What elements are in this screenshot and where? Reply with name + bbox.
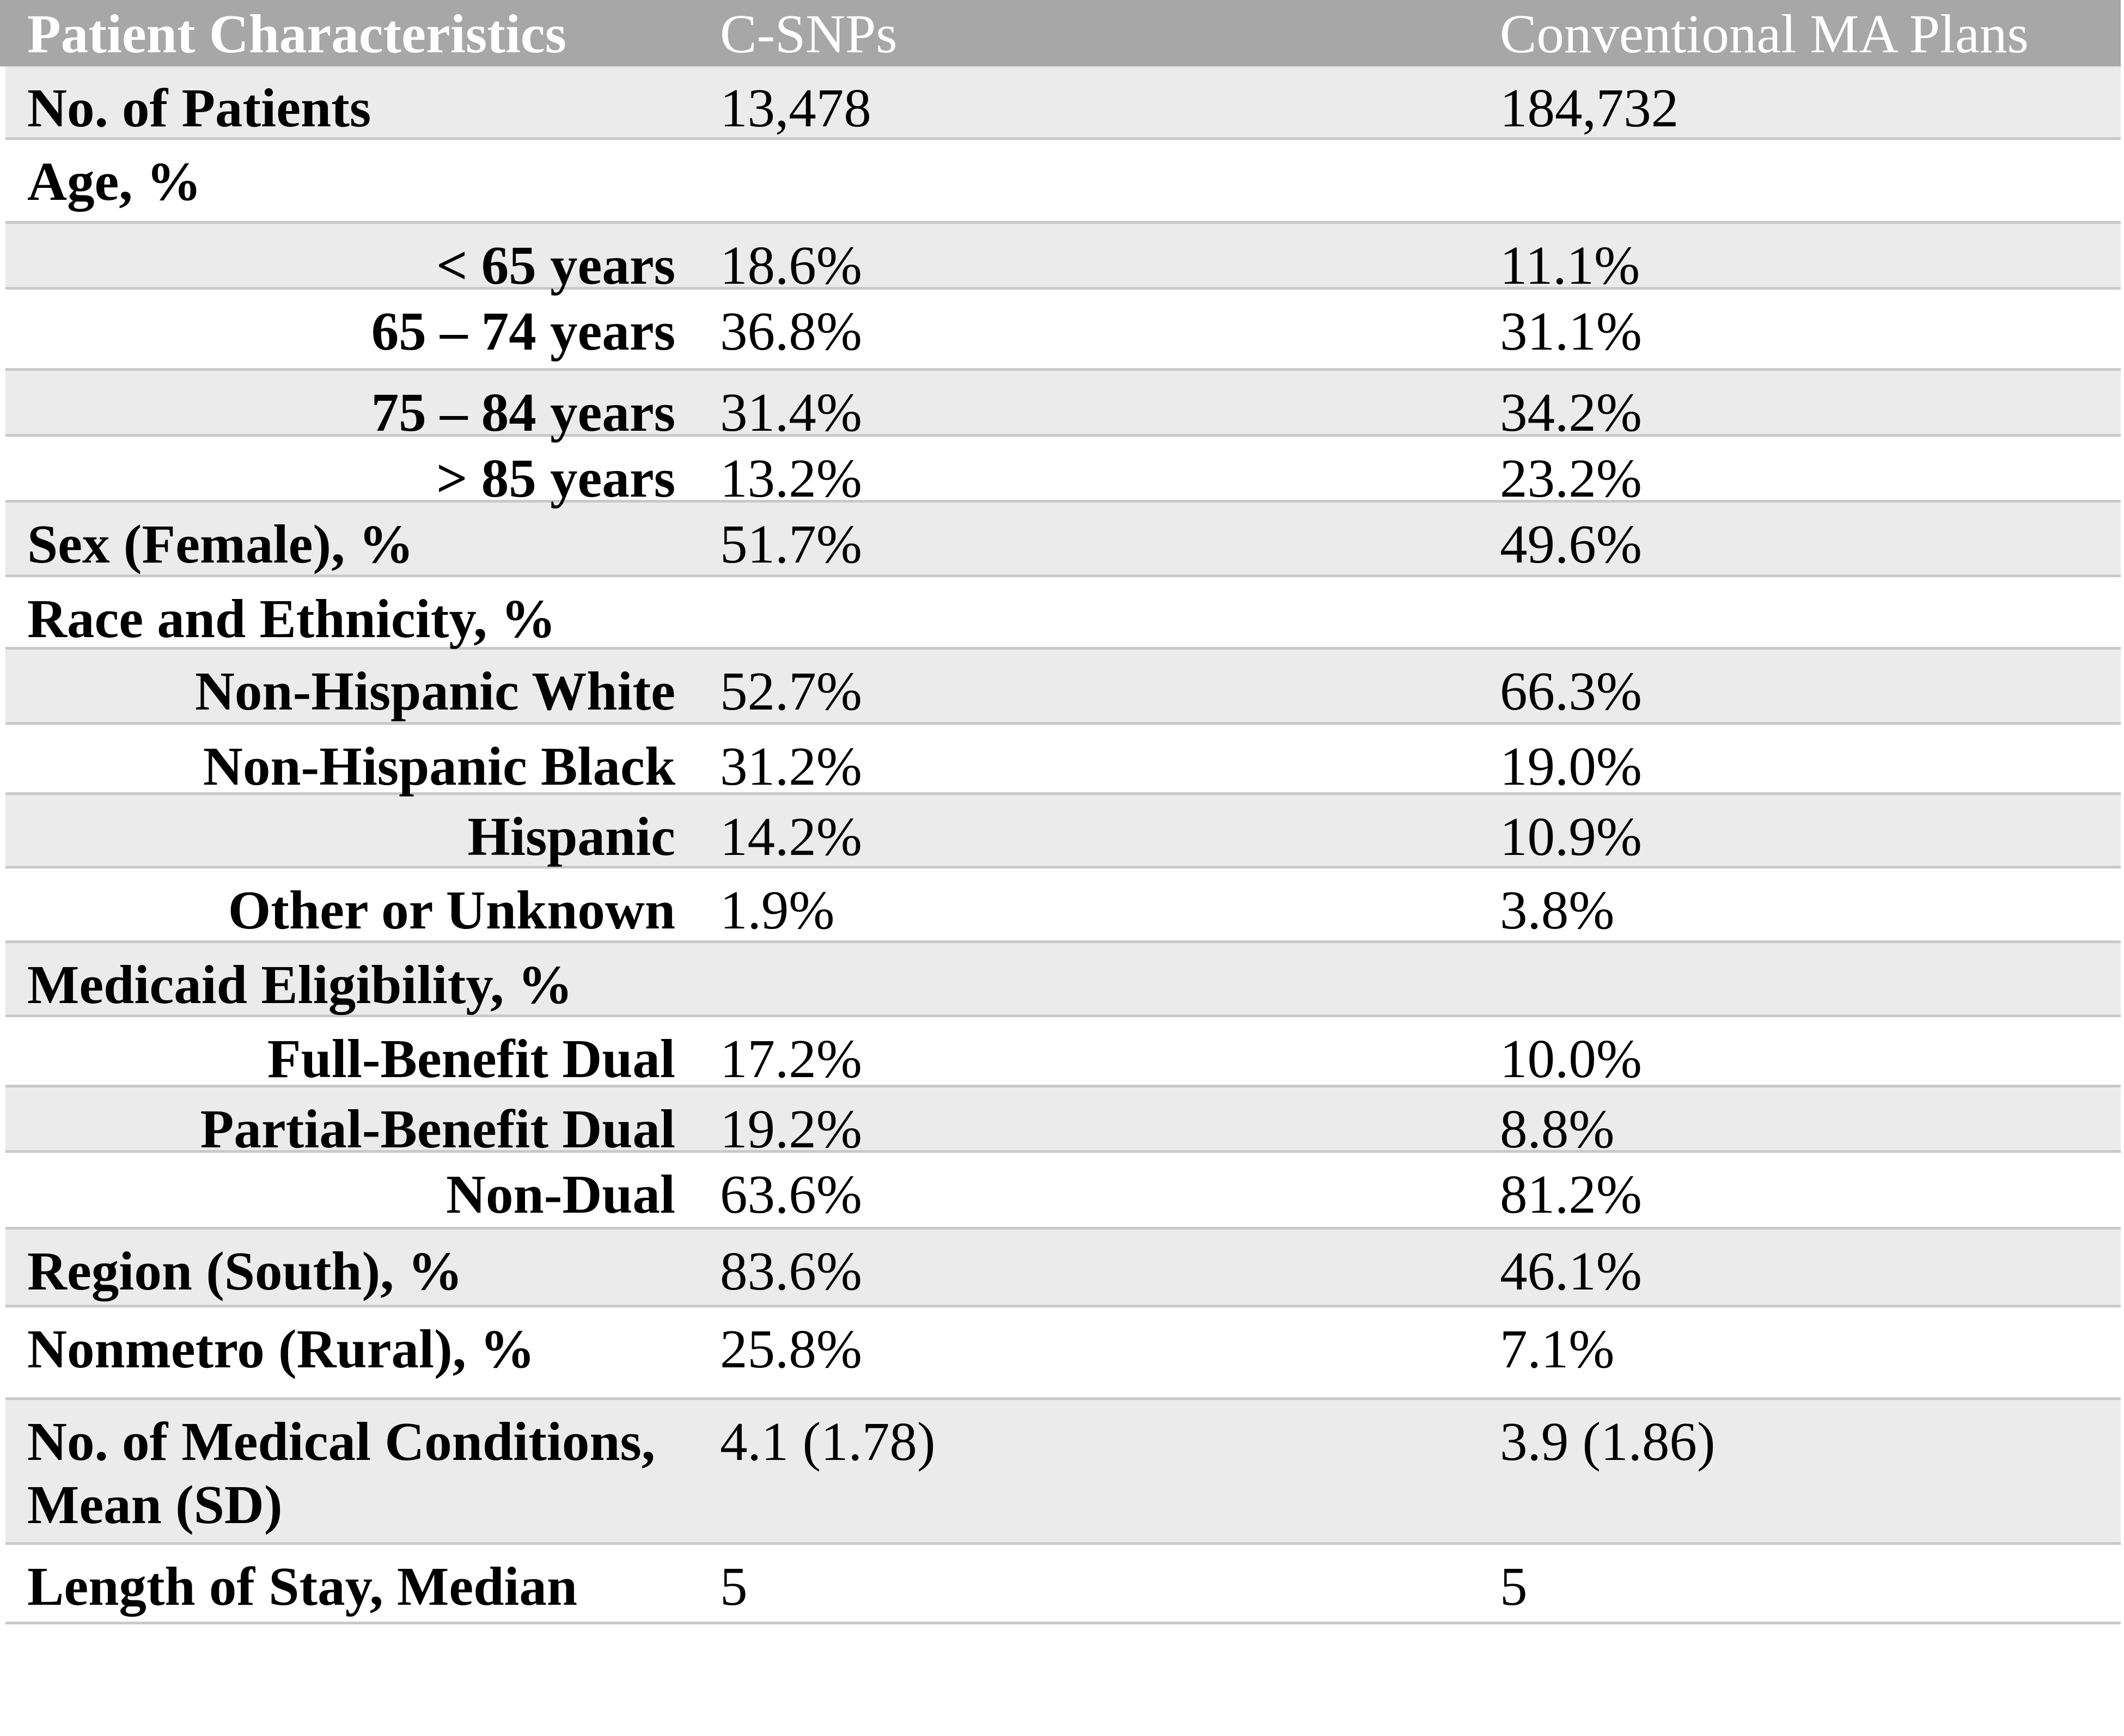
table-row-medicaid-section: Medicaid Eligibility, % (5, 940, 2121, 1015)
patient-characteristics-table: Patient Characteristics C-SNPs Conventio… (0, 0, 2121, 1624)
conv-value (1477, 587, 2121, 647)
conv-value: 11.1% (1500, 235, 1640, 296)
csnp-value: 51.7% (720, 514, 862, 574)
table-row-hispanic: Hispanic 14.2% 10.9% (5, 792, 2121, 867)
csnp-value: 63.6% (720, 1164, 862, 1225)
csnp-value: 31.4% (720, 382, 862, 443)
csnp-value: 18.6% (720, 235, 862, 296)
table-row-partial-benefit-dual: Partial-Benefit Dual 19.2% 8.8% (5, 1085, 2121, 1159)
conv-value: 5 (1500, 1556, 1528, 1617)
row-label: Length of Stay, Median (27, 1556, 578, 1617)
csnp-value (703, 587, 1477, 647)
row-label: Non-Dual (446, 1164, 675, 1225)
csnp-value: 17.2% (720, 1028, 862, 1089)
table-row-length-of-stay-median: Length of Stay, Median 5 5 (5, 1542, 2121, 1622)
row-label: Nonmetro (Rural), % (27, 1318, 535, 1379)
row-label: Sex (Female), % (27, 514, 414, 574)
csnp-value (703, 953, 1477, 1014)
conv-value (1477, 953, 2121, 1014)
conv-value: 34.2% (1500, 382, 1642, 443)
table-row-no-of-patients: No. of Patients 13,478 184,732 (5, 66, 2121, 138)
table-row-age-section: Age, % (5, 137, 2121, 221)
conv-value: 49.6% (1500, 514, 1642, 574)
table-row-sex-female: Sex (Female), % 51.7% 49.6% (5, 500, 2121, 574)
conv-value: 46.1% (1500, 1240, 1642, 1301)
conv-value: 3.9 (1.86) (1500, 1411, 1716, 1472)
table-body: No. of Patients 13,478 184,732 Age, % < … (5, 66, 2121, 1624)
conv-value: 19.0% (1500, 736, 1642, 797)
table-row-race-section: Race and Ethnicity, % (5, 574, 2121, 649)
row-label: Medicaid Eligibility, % (27, 954, 573, 1015)
conv-value: 66.3% (1500, 661, 1642, 722)
row-label: Other or Unknown (228, 879, 675, 940)
row-label: No. of Patients (27, 77, 371, 138)
row-label: Full-Benefit Dual (267, 1028, 675, 1089)
conv-value: 10.0% (1500, 1028, 1642, 1089)
conv-value: 8.8% (1500, 1098, 1615, 1159)
csnp-value: 19.2% (720, 1098, 862, 1159)
row-label: Region (South), % (27, 1240, 463, 1301)
csnp-value: 36.8% (720, 301, 862, 362)
table-row-age-65-74: 65 – 74 years 36.8% 31.1% (5, 287, 2121, 368)
conv-value: 10.9% (1500, 806, 1642, 867)
table-row-non-hispanic-black: Non-Hispanic Black 31.2% 19.0% (5, 722, 2121, 797)
header-c-snps: C-SNPs (720, 3, 898, 64)
row-label: < 65 years (436, 235, 675, 296)
row-label: Partial-Benefit Dual (200, 1098, 675, 1159)
table-row-non-hispanic-white: Non-Hispanic White 52.7% 66.3% (5, 647, 2121, 722)
row-label: Non-Hispanic Black (203, 736, 675, 797)
conv-value: 7.1% (1500, 1318, 1615, 1379)
row-label: No. of Medical Conditions, Mean (SD) (27, 1411, 656, 1535)
csnp-value: 1.9% (720, 879, 835, 940)
table-row-age-lt-65: < 65 years 18.6% 11.1% (5, 221, 2121, 296)
csnp-value: 52.7% (720, 661, 862, 722)
row-label: Age, % (27, 151, 202, 212)
row-label: 65 – 74 years (371, 301, 675, 362)
conv-value: 31.1% (1500, 301, 1642, 362)
table-row-age-75-84: 75 – 84 years 31.4% 34.2% (5, 368, 2121, 443)
csnp-value: 31.2% (720, 736, 862, 797)
row-label: Non-Hispanic White (194, 661, 675, 722)
conv-value: 184,732 (1500, 77, 1679, 138)
csnp-value: 83.6% (720, 1240, 862, 1301)
csnp-value: 14.2% (720, 806, 862, 867)
row-label: Race and Ethnicity, % (27, 588, 556, 649)
csnp-value: 5 (720, 1556, 748, 1617)
csnp-value: 13.2% (720, 448, 862, 509)
table-row-age-gt-85: > 85 years 13.2% 23.2% (5, 434, 2121, 509)
table-header-row: Patient Characteristics C-SNPs Conventio… (0, 0, 2121, 66)
table-row-full-benefit-dual: Full-Benefit Dual 17.2% 10.0% (5, 1014, 2121, 1089)
csnp-value: 13,478 (720, 77, 871, 138)
conv-value: 81.2% (1500, 1164, 1642, 1225)
conv-value: 3.8% (1500, 879, 1615, 940)
table-row-nonmetro-rural: Nonmetro (Rural), % 25.8% 7.1% (5, 1305, 2121, 1397)
conv-value (1477, 150, 2121, 221)
conv-value: 23.2% (1500, 448, 1642, 509)
table-row-region-south: Region (South), % 83.6% 46.1% (5, 1227, 2121, 1305)
csnp-value: 4.1 (1.78) (720, 1411, 936, 1472)
table-row-medical-conditions-mean: No. of Medical Conditions, Mean (SD) 4.1… (5, 1397, 2121, 1542)
csnp-value: 25.8% (720, 1318, 862, 1379)
csnp-value (703, 150, 1477, 221)
row-label: Hispanic (467, 806, 675, 867)
row-label: > 85 years (436, 448, 675, 509)
table-row-non-dual: Non-Dual 63.6% 81.2% (5, 1150, 2121, 1227)
header-conventional-ma-plans: Conventional MA Plans (1500, 3, 2029, 64)
row-label: 75 – 84 years (371, 382, 675, 443)
table-row-other-or-unknown: Other or Unknown 1.9% 3.8% (5, 866, 2121, 940)
header-patient-characteristics: Patient Characteristics (27, 3, 567, 64)
